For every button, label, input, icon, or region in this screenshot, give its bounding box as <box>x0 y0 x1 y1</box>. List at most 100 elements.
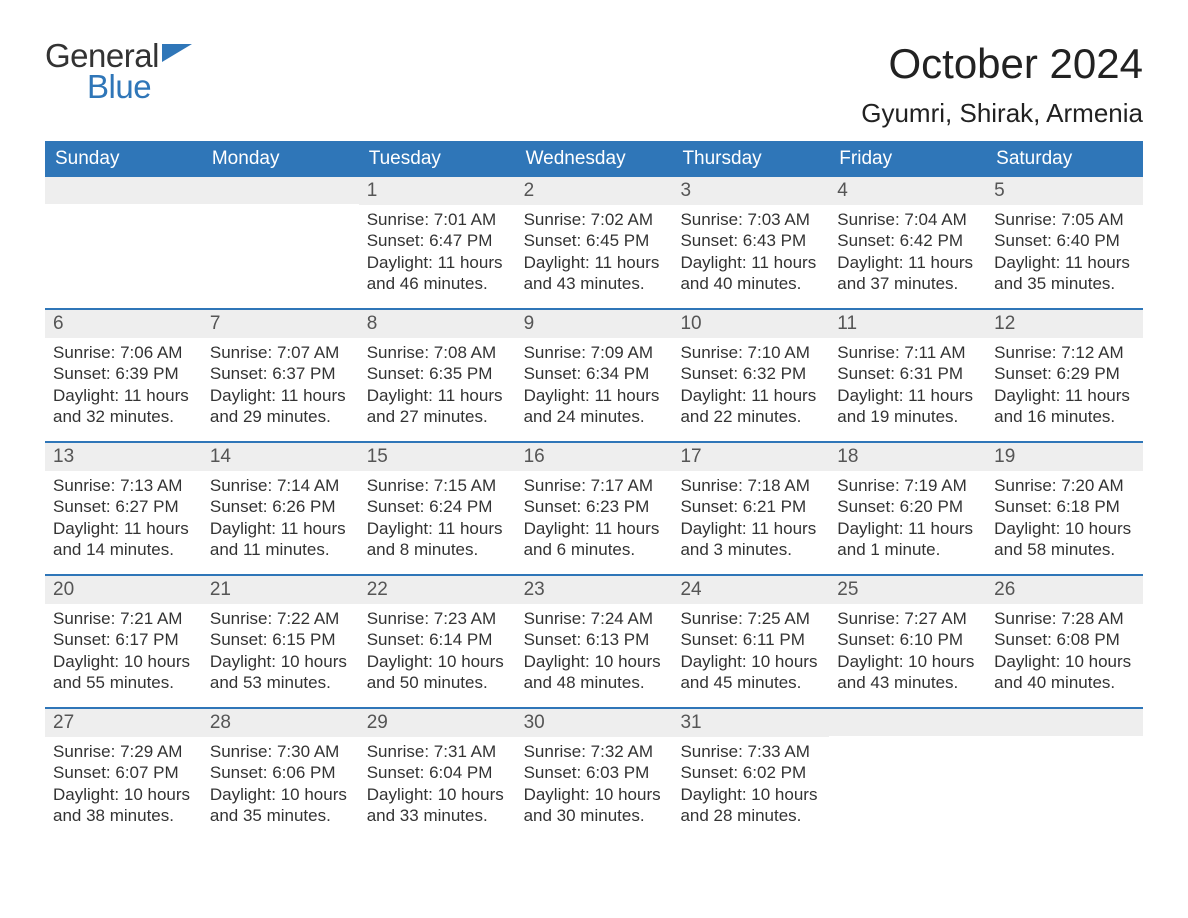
day-body: Sunrise: 7:21 AMSunset: 6:17 PMDaylight:… <box>45 604 202 707</box>
sunrise-text: Sunrise: 7:23 AM <box>367 608 508 629</box>
page-subtitle: Gyumri, Shirak, Armenia <box>861 98 1143 129</box>
day-body: Sunrise: 7:05 AMSunset: 6:40 PMDaylight:… <box>986 205 1143 308</box>
day-number: 5 <box>986 177 1143 205</box>
sunset-text: Sunset: 6:13 PM <box>524 629 665 650</box>
day-number: 23 <box>516 576 673 604</box>
sunset-text: Sunset: 6:26 PM <box>210 496 351 517</box>
sunrise-text: Sunrise: 7:03 AM <box>680 209 821 230</box>
sunrise-text: Sunrise: 7:02 AM <box>524 209 665 230</box>
daylight-text: Daylight: 10 hours and 33 minutes. <box>367 784 508 827</box>
day-number: 22 <box>359 576 516 604</box>
day-number: 30 <box>516 709 673 737</box>
daylight-text: Daylight: 10 hours and 53 minutes. <box>210 651 351 694</box>
calendar-cell: 25Sunrise: 7:27 AMSunset: 6:10 PMDayligh… <box>829 576 986 707</box>
sunrise-text: Sunrise: 7:22 AM <box>210 608 351 629</box>
daylight-text: Daylight: 10 hours and 35 minutes. <box>210 784 351 827</box>
day-body: Sunrise: 7:10 AMSunset: 6:32 PMDaylight:… <box>672 338 829 441</box>
sunset-text: Sunset: 6:11 PM <box>680 629 821 650</box>
day-number: 12 <box>986 310 1143 338</box>
day-number: 27 <box>45 709 202 737</box>
page-header: General Blue October 2024 Gyumri, Shirak… <box>45 40 1143 129</box>
sunset-text: Sunset: 6:04 PM <box>367 762 508 783</box>
sunset-text: Sunset: 6:43 PM <box>680 230 821 251</box>
day-body: Sunrise: 7:09 AMSunset: 6:34 PMDaylight:… <box>516 338 673 441</box>
sunrise-text: Sunrise: 7:33 AM <box>680 741 821 762</box>
day-body: Sunrise: 7:12 AMSunset: 6:29 PMDaylight:… <box>986 338 1143 441</box>
day-body: Sunrise: 7:07 AMSunset: 6:37 PMDaylight:… <box>202 338 359 441</box>
sunset-text: Sunset: 6:23 PM <box>524 496 665 517</box>
daylight-text: Daylight: 11 hours and 1 minute. <box>837 518 978 561</box>
day-body: Sunrise: 7:04 AMSunset: 6:42 PMDaylight:… <box>829 205 986 308</box>
day-number: 26 <box>986 576 1143 604</box>
calendar-header-row: SundayMondayTuesdayWednesdayThursdayFrid… <box>45 141 1143 177</box>
day-number: 20 <box>45 576 202 604</box>
day-number-empty <box>829 709 986 736</box>
sunrise-text: Sunrise: 7:28 AM <box>994 608 1135 629</box>
sunrise-text: Sunrise: 7:06 AM <box>53 342 194 363</box>
daylight-text: Daylight: 10 hours and 38 minutes. <box>53 784 194 827</box>
sunrise-text: Sunrise: 7:31 AM <box>367 741 508 762</box>
sunrise-text: Sunrise: 7:09 AM <box>524 342 665 363</box>
day-number-empty <box>202 177 359 204</box>
calendar-header-cell: Tuesday <box>359 141 516 177</box>
day-number: 29 <box>359 709 516 737</box>
calendar-cell: 10Sunrise: 7:10 AMSunset: 6:32 PMDayligh… <box>672 310 829 441</box>
day-body: Sunrise: 7:13 AMSunset: 6:27 PMDaylight:… <box>45 471 202 574</box>
daylight-text: Daylight: 11 hours and 29 minutes. <box>210 385 351 428</box>
sunset-text: Sunset: 6:42 PM <box>837 230 978 251</box>
day-number: 3 <box>672 177 829 205</box>
calendar-header-cell: Saturday <box>986 141 1143 177</box>
sunset-text: Sunset: 6:40 PM <box>994 230 1135 251</box>
calendar-cell: 21Sunrise: 7:22 AMSunset: 6:15 PMDayligh… <box>202 576 359 707</box>
calendar-cell: 13Sunrise: 7:13 AMSunset: 6:27 PMDayligh… <box>45 443 202 574</box>
day-body: Sunrise: 7:22 AMSunset: 6:15 PMDaylight:… <box>202 604 359 707</box>
day-number: 28 <box>202 709 359 737</box>
daylight-text: Daylight: 10 hours and 55 minutes. <box>53 651 194 694</box>
calendar-body: 1Sunrise: 7:01 AMSunset: 6:47 PMDaylight… <box>45 177 1143 840</box>
day-number: 31 <box>672 709 829 737</box>
daylight-text: Daylight: 10 hours and 40 minutes. <box>994 651 1135 694</box>
daylight-text: Daylight: 10 hours and 58 minutes. <box>994 518 1135 561</box>
sunrise-text: Sunrise: 7:32 AM <box>524 741 665 762</box>
day-number: 1 <box>359 177 516 205</box>
day-number: 14 <box>202 443 359 471</box>
daylight-text: Daylight: 11 hours and 6 minutes. <box>524 518 665 561</box>
sunset-text: Sunset: 6:10 PM <box>837 629 978 650</box>
day-body: Sunrise: 7:30 AMSunset: 6:06 PMDaylight:… <box>202 737 359 840</box>
day-body: Sunrise: 7:33 AMSunset: 6:02 PMDaylight:… <box>672 737 829 840</box>
day-number: 13 <box>45 443 202 471</box>
calendar-cell: 8Sunrise: 7:08 AMSunset: 6:35 PMDaylight… <box>359 310 516 441</box>
calendar-cell: 4Sunrise: 7:04 AMSunset: 6:42 PMDaylight… <box>829 177 986 308</box>
flag-icon <box>162 44 192 67</box>
day-number: 18 <box>829 443 986 471</box>
daylight-text: Daylight: 11 hours and 11 minutes. <box>210 518 351 561</box>
sunset-text: Sunset: 6:29 PM <box>994 363 1135 384</box>
day-body: Sunrise: 7:28 AMSunset: 6:08 PMDaylight:… <box>986 604 1143 707</box>
calendar-week-row: 1Sunrise: 7:01 AMSunset: 6:47 PMDaylight… <box>45 177 1143 308</box>
calendar-header-cell: Sunday <box>45 141 202 177</box>
sunrise-text: Sunrise: 7:04 AM <box>837 209 978 230</box>
title-block: October 2024 Gyumri, Shirak, Armenia <box>861 40 1143 129</box>
sunrise-text: Sunrise: 7:07 AM <box>210 342 351 363</box>
day-body: Sunrise: 7:01 AMSunset: 6:47 PMDaylight:… <box>359 205 516 308</box>
calendar-cell: 17Sunrise: 7:18 AMSunset: 6:21 PMDayligh… <box>672 443 829 574</box>
sunrise-text: Sunrise: 7:21 AM <box>53 608 194 629</box>
day-body: Sunrise: 7:23 AMSunset: 6:14 PMDaylight:… <box>359 604 516 707</box>
calendar-cell <box>986 709 1143 840</box>
day-number: 7 <box>202 310 359 338</box>
sunset-text: Sunset: 6:24 PM <box>367 496 508 517</box>
sunset-text: Sunset: 6:18 PM <box>994 496 1135 517</box>
calendar-cell: 5Sunrise: 7:05 AMSunset: 6:40 PMDaylight… <box>986 177 1143 308</box>
sunrise-text: Sunrise: 7:15 AM <box>367 475 508 496</box>
sunrise-text: Sunrise: 7:14 AM <box>210 475 351 496</box>
day-number: 9 <box>516 310 673 338</box>
sunset-text: Sunset: 6:07 PM <box>53 762 194 783</box>
daylight-text: Daylight: 10 hours and 28 minutes. <box>680 784 821 827</box>
day-body: Sunrise: 7:29 AMSunset: 6:07 PMDaylight:… <box>45 737 202 840</box>
calendar-cell <box>45 177 202 308</box>
sunset-text: Sunset: 6:15 PM <box>210 629 351 650</box>
sunrise-text: Sunrise: 7:12 AM <box>994 342 1135 363</box>
sunset-text: Sunset: 6:02 PM <box>680 762 821 783</box>
calendar-cell: 24Sunrise: 7:25 AMSunset: 6:11 PMDayligh… <box>672 576 829 707</box>
calendar-cell: 29 Sunrise: 7:31 AMSunset: 6:04 PMDayligh… <box>359 709 516 840</box>
